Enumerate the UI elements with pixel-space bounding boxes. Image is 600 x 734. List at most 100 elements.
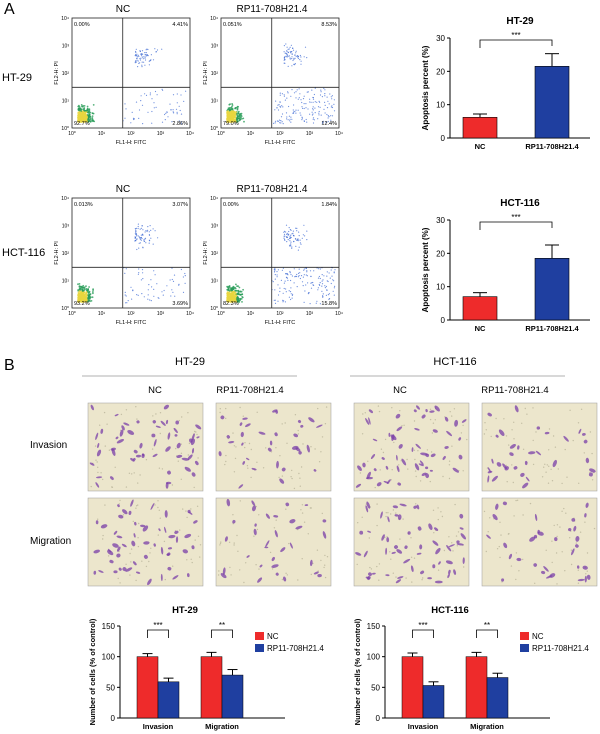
- y-tick-label: 10: [436, 101, 445, 110]
- quadrant-lr-value: 15.8%: [321, 301, 337, 307]
- chart-title: HT-29: [172, 605, 198, 616]
- legend-swatch: [255, 644, 264, 652]
- bar-invasion-rp: [157, 681, 180, 719]
- x-tick-label: NC: [475, 324, 486, 333]
- bar-invasion-nc: [136, 656, 159, 719]
- y-tick-label: 10¹: [62, 99, 70, 105]
- y-tick-label: 10²: [62, 251, 70, 257]
- micrograph-field: [215, 497, 332, 587]
- x-tick-label: 10³: [157, 311, 165, 317]
- legend-swatch: [255, 632, 264, 640]
- micrograph-field: [353, 402, 470, 492]
- flow-events: [77, 48, 187, 125]
- cell-count-chart-2: 0 50 100 150 HCT-116 Number of cells (% of co…: [353, 605, 589, 731]
- y-tick-label: 10⁴: [61, 196, 69, 202]
- x-tick-label: 10⁴: [186, 131, 194, 137]
- x-tick-label: 10⁴: [335, 131, 343, 137]
- micrograph-7: [353, 497, 470, 587]
- x-tick-label: RP11-708H21.4: [525, 142, 579, 151]
- significance-bracket: [147, 629, 169, 638]
- flow-plot-4: 0.00% 1.84% 82.3% 15.8% 10⁰ 10¹ 10² 10³ 10⁴ 10⁰ 10…: [203, 196, 343, 326]
- panel-b-label: B: [4, 357, 15, 374]
- significance-bracket: [479, 39, 553, 48]
- significance-bracket: [479, 221, 553, 230]
- row-label-invasion: Invasion: [30, 440, 67, 451]
- quadrant-lr-value: 2.86%: [172, 121, 188, 127]
- y-tick-label: 150: [102, 622, 116, 631]
- flow-plot-frame: [220, 197, 340, 309]
- significance-label: ***: [418, 621, 427, 630]
- micrograph-field: [481, 402, 598, 492]
- micrograph-field: [353, 497, 470, 587]
- chart-ylabel: Number of cells (% of control): [88, 618, 97, 725]
- x-tick-label: 10²: [276, 311, 284, 317]
- flow-ylabel: FL2-H: PI: [54, 241, 60, 265]
- y-tick-label: 10²: [211, 251, 219, 257]
- micrograph-2: [215, 402, 332, 492]
- x-tick-label: 10³: [306, 311, 314, 317]
- chart-ylabel: Number of cells (% of control): [353, 618, 362, 725]
- micrograph-field: [481, 497, 598, 587]
- quadrant-lr-value: 12.4%: [321, 121, 337, 127]
- y-tick-label: 10³: [62, 44, 70, 50]
- y-tick-label: 100: [102, 653, 116, 662]
- group-header-2: RP11-708H21.4: [216, 385, 283, 396]
- flow-plot-frame: [71, 17, 191, 129]
- flow-cytometry-plots: 0.00% 4.41%92.7% 2.86%10⁰ 10¹ 10² 10³ 10⁴10⁰10…: [54, 16, 343, 326]
- quadrant-ul-value: 0.00%: [223, 202, 239, 208]
- x-tick-label: 10¹: [98, 311, 106, 317]
- y-tick-label: 0: [111, 714, 116, 723]
- x-tick-label: Invasion: [143, 722, 174, 731]
- chart-title: HT-29: [506, 16, 534, 27]
- significance-label: ***: [153, 621, 162, 630]
- bar-invasion-rp: [422, 685, 445, 719]
- flow-ylabel: FL2-H: PI: [203, 61, 209, 85]
- chart-ylabel: Apoptosis percent (%): [421, 45, 430, 130]
- y-tick-label: 10³: [211, 224, 219, 230]
- significance-bracket: [412, 629, 434, 638]
- bar-migration-nc: [465, 656, 488, 719]
- row-label-ht29: HT-29: [2, 72, 32, 84]
- x-tick-label: 10⁰: [68, 131, 76, 137]
- flow-events: [226, 43, 336, 125]
- chart-title: HCT-116: [500, 198, 540, 209]
- quadrant-ur-value: 8.53%: [321, 22, 337, 28]
- group-header-4: RP11-708H21.4: [481, 385, 548, 396]
- y-tick-label: 10¹: [211, 99, 219, 105]
- cell-line-header-ht29: HT-29: [175, 356, 205, 368]
- y-tick-label: 10²: [62, 71, 70, 77]
- quadrant-ul-value: 0.051%: [223, 22, 242, 28]
- apoptosis-chart-1: 0 10 20 30 HT-29 Apoptosis percent (%) NC RP11-…: [421, 16, 590, 151]
- micrograph-6: [215, 497, 332, 587]
- significance-bracket: [211, 629, 233, 638]
- significance-label: **: [219, 621, 225, 630]
- x-tick-label: 10¹: [247, 311, 255, 317]
- bar-migration-rp: [486, 677, 509, 719]
- micrograph-3: [353, 402, 470, 492]
- flow-xlabel: FL1-H: FITC: [265, 140, 296, 146]
- row-label-migration: Migration: [30, 536, 71, 547]
- x-tick-label: Invasion: [408, 722, 439, 731]
- flow-plot-frame: [220, 17, 340, 129]
- flow-xlabel: FL1-H: FITC: [116, 320, 147, 326]
- panel-a-label: A: [4, 1, 15, 18]
- legend-label: NC: [532, 632, 544, 641]
- bar-nc: [462, 296, 498, 321]
- significance-label: ***: [511, 213, 520, 222]
- y-tick-label: 10¹: [62, 279, 70, 285]
- chart-title: HCT-116: [431, 605, 469, 616]
- chart-ylabel: Apoptosis percent (%): [421, 227, 430, 312]
- flow-events: [77, 223, 186, 304]
- x-tick-label: 10³: [157, 131, 165, 137]
- y-tick-label: 10⁰: [210, 306, 218, 312]
- quadrant-ul-value: 0.00%: [74, 22, 90, 28]
- significance-label: **: [484, 621, 490, 630]
- y-tick-label: 10⁴: [210, 16, 218, 22]
- y-tick-label: 10⁰: [61, 306, 69, 312]
- y-tick-label: 0: [441, 316, 446, 325]
- flow-xlabel: FL1-H: FITC: [265, 320, 296, 326]
- y-tick-label: 50: [371, 683, 380, 692]
- x-tick-label: 10²: [127, 311, 135, 317]
- y-tick-label: 150: [367, 622, 381, 631]
